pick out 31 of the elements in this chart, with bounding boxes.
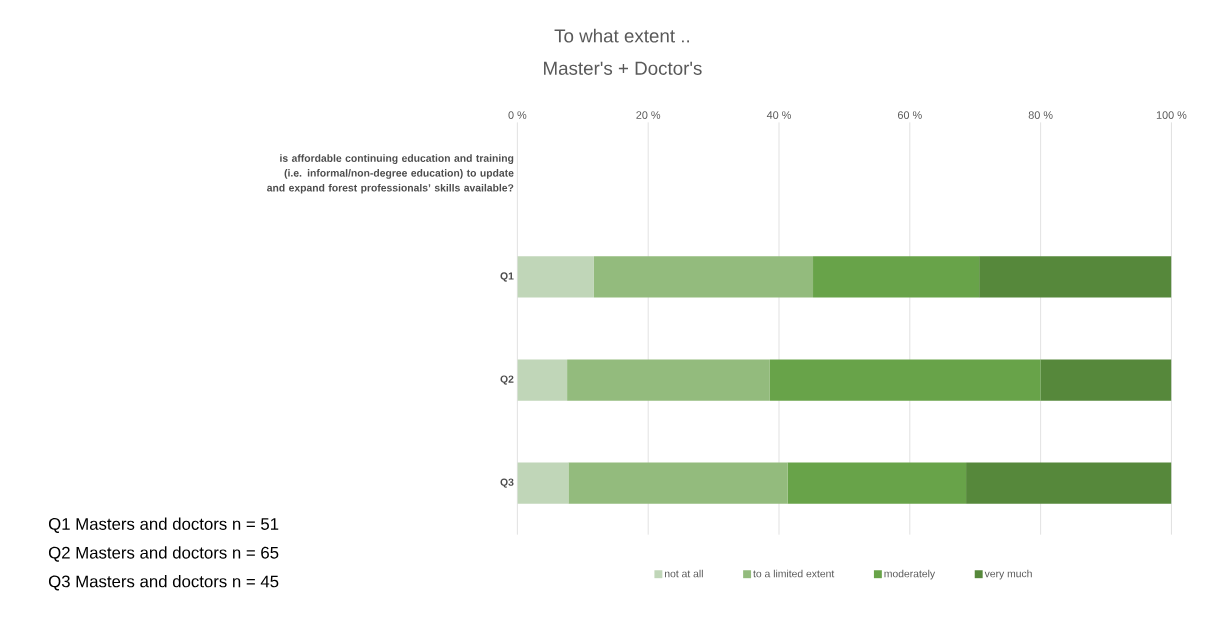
bar xyxy=(517,359,568,401)
text: Q3 Masters and doctors n = 45 xyxy=(48,574,279,591)
bar xyxy=(567,359,770,401)
text: Q1 Masters and doctors n = 51 xyxy=(48,517,279,533)
x-tick-label: 20 % xyxy=(636,111,661,119)
x-tick-label: 40 % xyxy=(766,111,791,119)
legend-label: not at all xyxy=(664,569,703,578)
bar xyxy=(787,462,967,504)
bar xyxy=(769,359,1041,401)
bar xyxy=(979,256,1172,298)
x-tick-label: 0 % xyxy=(508,111,527,119)
bar xyxy=(966,462,1172,504)
x-tick-label: 60 % xyxy=(898,111,922,119)
y-tick-label: is affordable continuing education and training (i.e. informal/non-degree education) to update and expand forest professionals’ skills available? xyxy=(267,154,514,194)
x-tick-label: 80 % xyxy=(1028,111,1053,119)
chart-title: To what extent .. xyxy=(554,28,689,43)
y-tick-label: Q3 xyxy=(500,478,514,488)
bar xyxy=(517,256,594,298)
bar xyxy=(593,256,814,298)
bar xyxy=(1040,359,1172,401)
bar xyxy=(568,462,788,504)
chart-subtitle: Master's + Doctor's xyxy=(544,61,702,75)
y-tick-label: Q1 xyxy=(500,272,514,282)
bar xyxy=(813,256,980,298)
text: Q2 Masters and doctors n = 65 xyxy=(48,546,279,562)
x-tick-label: 100 % xyxy=(1156,111,1187,119)
bar xyxy=(517,462,569,504)
legend-label: to a limited extent xyxy=(753,569,835,578)
legend-label: very much xyxy=(984,569,1032,580)
legend-label: moderately xyxy=(884,569,936,580)
y-tick-label: Q2 xyxy=(500,375,514,385)
